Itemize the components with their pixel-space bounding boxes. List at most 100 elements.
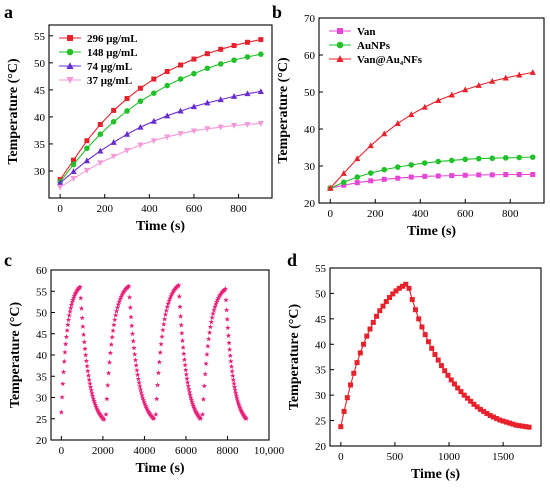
data-point bbox=[150, 117, 157, 124]
data-point bbox=[160, 327, 166, 333]
series-line bbox=[59, 39, 261, 180]
data-point bbox=[137, 123, 144, 130]
data-point bbox=[177, 76, 184, 82]
data-point bbox=[520, 423, 526, 429]
data-point bbox=[71, 157, 77, 163]
legend-label: Van@Au₄NFs bbox=[357, 54, 423, 66]
data-point bbox=[191, 56, 197, 62]
data-point bbox=[164, 68, 170, 74]
data-point bbox=[64, 327, 70, 333]
data-point bbox=[210, 310, 216, 316]
data-point bbox=[70, 161, 77, 168]
panel-letter: c bbox=[4, 250, 12, 270]
data-point bbox=[154, 396, 160, 402]
data-point bbox=[93, 404, 99, 410]
data-point bbox=[137, 386, 144, 392]
data-point bbox=[183, 367, 189, 373]
x-axis-label: Time (s) bbox=[411, 467, 460, 482]
data-point bbox=[78, 295, 84, 301]
data-point bbox=[139, 392, 145, 398]
data-point bbox=[529, 154, 536, 160]
data-point bbox=[181, 356, 188, 362]
y-tick-label: 70 bbox=[304, 13, 316, 25]
data-point bbox=[513, 422, 519, 428]
data-point bbox=[190, 103, 198, 110]
data-point bbox=[239, 410, 246, 416]
data-point bbox=[208, 319, 215, 325]
data-point bbox=[471, 401, 477, 407]
data-point bbox=[374, 313, 380, 319]
data-point bbox=[179, 337, 186, 343]
data-point bbox=[140, 395, 146, 401]
data-point bbox=[155, 370, 162, 376]
data-point bbox=[111, 322, 117, 328]
data-point bbox=[232, 387, 238, 393]
data-point bbox=[421, 103, 428, 110]
data-point bbox=[109, 334, 115, 340]
data-point bbox=[481, 408, 487, 414]
data-point bbox=[114, 304, 121, 310]
data-point bbox=[233, 393, 240, 399]
y-axis-label: Temperature (°C) bbox=[276, 57, 291, 164]
data-point bbox=[448, 157, 455, 164]
data-point bbox=[184, 375, 190, 381]
data-point bbox=[193, 409, 199, 415]
y-tick-label: 60 bbox=[304, 50, 316, 62]
data-point bbox=[244, 121, 251, 128]
legend-marker bbox=[67, 35, 73, 41]
data-point bbox=[222, 286, 229, 292]
legend-label: 148 μg/mL bbox=[87, 47, 138, 59]
data-point bbox=[390, 291, 396, 297]
plot-frame bbox=[318, 17, 545, 204]
data-point bbox=[189, 399, 195, 405]
data-point bbox=[99, 415, 106, 421]
data-point bbox=[448, 377, 454, 383]
data-point bbox=[442, 368, 448, 374]
y-tick-label: 45 bbox=[315, 314, 327, 326]
data-point bbox=[340, 179, 347, 186]
data-point bbox=[89, 390, 95, 396]
data-point bbox=[143, 404, 150, 411]
data-point bbox=[231, 43, 237, 49]
data-point bbox=[195, 412, 201, 418]
data-point bbox=[138, 389, 144, 395]
data-point bbox=[67, 308, 73, 314]
data-point bbox=[95, 408, 101, 414]
data-point bbox=[68, 302, 75, 308]
data-point bbox=[191, 70, 197, 77]
data-point bbox=[244, 54, 251, 60]
data-point bbox=[258, 51, 264, 57]
data-point bbox=[142, 401, 148, 407]
data-point bbox=[237, 405, 243, 411]
data-point bbox=[529, 69, 536, 75]
data-point bbox=[257, 88, 264, 94]
data-point bbox=[354, 180, 360, 186]
data-point bbox=[438, 363, 444, 369]
data-point bbox=[157, 349, 163, 355]
data-point bbox=[516, 154, 523, 161]
data-point bbox=[354, 174, 361, 180]
data-point bbox=[464, 395, 470, 401]
data-point bbox=[80, 323, 86, 329]
series-line bbox=[59, 122, 261, 188]
data-point bbox=[199, 411, 206, 417]
data-point bbox=[445, 372, 451, 378]
data-point bbox=[502, 155, 509, 161]
y-tick-label: 55 bbox=[36, 286, 48, 298]
data-point bbox=[166, 298, 172, 304]
data-point bbox=[57, 179, 64, 186]
plot-frame bbox=[48, 24, 273, 199]
data-point bbox=[144, 406, 150, 412]
data-point bbox=[176, 293, 182, 299]
data-point bbox=[108, 341, 114, 347]
data-point bbox=[137, 383, 143, 389]
data-point bbox=[113, 312, 119, 318]
data-point bbox=[149, 414, 155, 420]
data-point bbox=[58, 409, 65, 415]
data-point bbox=[91, 398, 97, 404]
data-point bbox=[224, 316, 230, 322]
y-tick-label: 30 bbox=[34, 166, 46, 178]
data-point bbox=[97, 160, 104, 167]
data-point bbox=[238, 408, 244, 414]
